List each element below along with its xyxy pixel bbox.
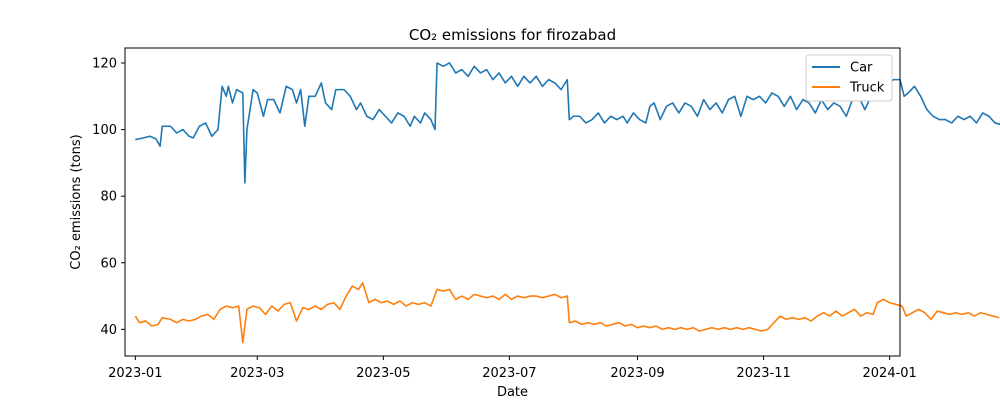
x-tick-label: 2023-01 bbox=[108, 366, 162, 381]
y-tick-label: 80 bbox=[100, 190, 117, 205]
y-tick-label: 100 bbox=[92, 123, 117, 138]
x-tick-label: 2023-09 bbox=[610, 366, 664, 381]
chart-title: CO₂ emissions for firozabad bbox=[409, 26, 616, 44]
series-layer bbox=[134, 62, 1000, 344]
x-tick-label: 2023-05 bbox=[356, 366, 410, 381]
x-tick-label: 2023-07 bbox=[482, 366, 536, 381]
legend-label-truck: Truck bbox=[849, 81, 885, 96]
y-axis: 40 60 80 100 120 bbox=[92, 56, 125, 338]
x-tick-label: 2023-11 bbox=[736, 366, 790, 381]
legend-label-car: Car bbox=[850, 61, 873, 76]
y-axis-label: CO₂ emissions (tons) bbox=[69, 134, 84, 269]
plot-frame bbox=[124, 47, 901, 357]
series-line-truck bbox=[134, 281, 1000, 344]
y-tick-label: 120 bbox=[92, 56, 117, 71]
y-tick-label: 60 bbox=[100, 256, 117, 271]
legend: Car Truck bbox=[805, 54, 893, 102]
y-tick-label: 40 bbox=[100, 323, 117, 338]
x-axis: 2023-01 2023-03 2023-05 2023-07 2023-09 2023-… bbox=[108, 356, 917, 381]
x-axis-label: Date bbox=[497, 385, 528, 400]
x-tick-label: 2024-01 bbox=[863, 366, 917, 381]
series-line-car bbox=[135, 62, 1000, 184]
x-tick-label: 2023-03 bbox=[230, 366, 284, 381]
